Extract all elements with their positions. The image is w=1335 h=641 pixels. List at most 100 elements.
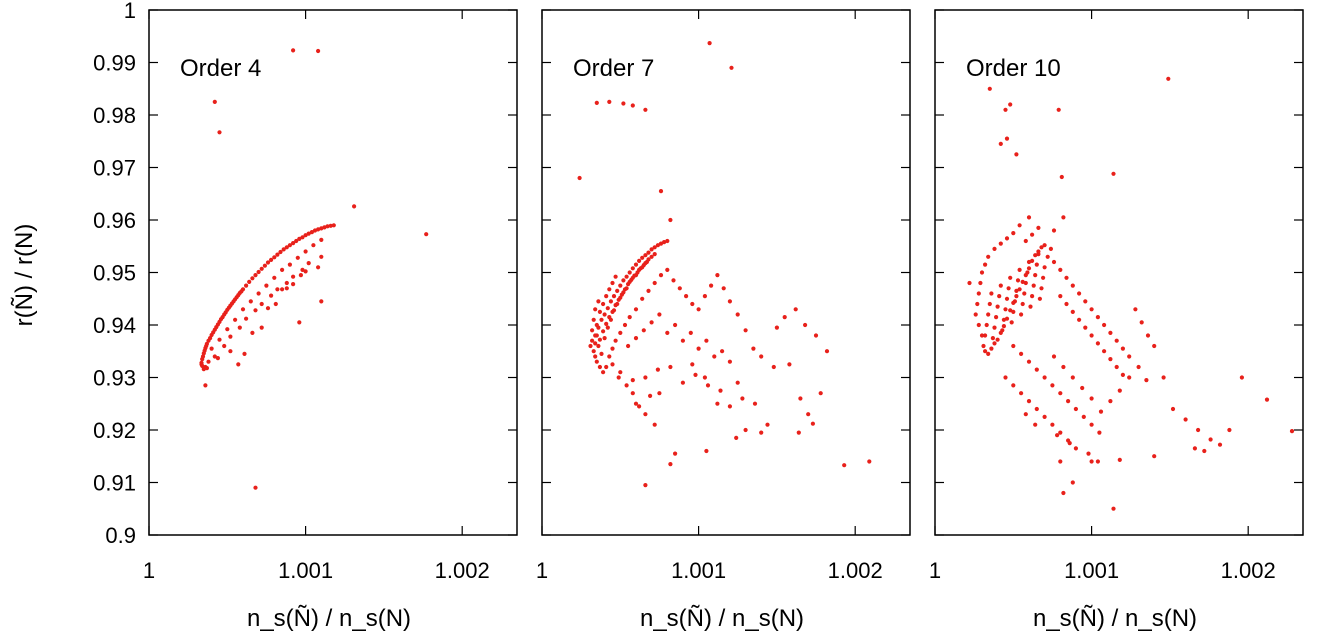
x-tick-label: 1.001 — [278, 558, 333, 583]
data-point — [1023, 412, 1028, 417]
data-point — [1017, 287, 1022, 292]
data-point — [259, 325, 264, 330]
data-point — [244, 316, 249, 321]
data-point — [986, 254, 991, 259]
data-point — [303, 233, 308, 238]
data-point — [280, 287, 285, 292]
data-point — [280, 267, 285, 272]
data-point — [228, 334, 233, 339]
data-point — [605, 325, 610, 330]
data-point — [265, 306, 271, 311]
data-point — [1023, 238, 1028, 244]
data-point — [978, 280, 983, 286]
data-point — [998, 330, 1003, 335]
data-point — [1117, 457, 1122, 462]
data-point — [1058, 459, 1063, 464]
data-point — [204, 341, 209, 346]
data-point — [215, 356, 220, 361]
y-tick-label: 0.99 — [93, 51, 136, 76]
data-point — [1011, 231, 1016, 236]
data-point — [591, 349, 596, 354]
data-point — [627, 279, 632, 284]
data-point — [1050, 422, 1055, 427]
data-point — [1114, 364, 1119, 370]
data-point — [1145, 333, 1151, 338]
data-point — [284, 286, 289, 291]
data-point — [1030, 294, 1035, 299]
y-tick-label: 0.94 — [93, 313, 136, 338]
data-point — [1077, 317, 1082, 322]
data-point — [793, 307, 798, 312]
data-point — [673, 322, 678, 328]
data-point — [1192, 446, 1197, 451]
data-point — [734, 435, 739, 440]
data-point — [621, 290, 626, 295]
data-point — [637, 258, 642, 263]
data-point — [643, 261, 648, 266]
data-point — [643, 107, 648, 112]
x-tick-label: 1 — [929, 558, 941, 583]
data-point — [588, 343, 593, 349]
data-point — [1083, 325, 1088, 330]
data-point — [1120, 372, 1125, 377]
data-point — [1031, 283, 1036, 288]
data-point — [818, 391, 823, 396]
data-point — [291, 274, 296, 279]
data-point — [1089, 307, 1094, 312]
data-point — [1039, 286, 1044, 291]
data-point — [1042, 375, 1047, 380]
data-point — [1102, 349, 1107, 354]
data-point — [640, 296, 645, 301]
data-point — [618, 283, 623, 288]
data-point — [1264, 397, 1270, 402]
data-point — [1064, 301, 1069, 307]
data-point — [303, 249, 308, 254]
data-point — [658, 189, 664, 194]
data-point — [798, 396, 803, 401]
data-point — [690, 301, 695, 307]
y-tick-label: 1 — [124, 0, 136, 23]
data-point — [1061, 215, 1066, 220]
data-point — [624, 286, 629, 291]
data-point — [1004, 296, 1010, 301]
data-point — [601, 301, 606, 307]
y-tick-label: 0.93 — [93, 366, 136, 391]
panel-1-x-tick-labels: 1 1.001 1.002 — [143, 558, 490, 583]
data-point — [1108, 399, 1113, 404]
data-point — [259, 266, 264, 271]
data-point — [298, 273, 303, 278]
data-point — [248, 299, 253, 304]
data-point — [1133, 307, 1138, 312]
data-point — [1026, 359, 1032, 364]
data-point — [1073, 446, 1078, 451]
data-point — [1061, 364, 1066, 370]
data-point — [1117, 388, 1122, 393]
data-point — [652, 245, 657, 250]
data-point — [1144, 378, 1149, 383]
data-point — [1070, 309, 1075, 314]
data-point — [727, 359, 733, 364]
data-point — [668, 364, 673, 370]
data-point — [813, 333, 819, 338]
data-point — [1095, 315, 1100, 320]
data-point — [981, 343, 986, 349]
data-point — [1034, 367, 1039, 372]
data-point — [262, 263, 267, 268]
panel-3-x-axis-label: n_s(Ñ) / n_s(N) — [1033, 605, 1197, 632]
data-point — [590, 338, 595, 343]
data-point — [806, 412, 811, 417]
data-point — [1058, 267, 1063, 272]
data-point — [316, 48, 321, 54]
data-point — [1014, 294, 1019, 299]
data-point — [1070, 480, 1075, 485]
data-point — [1152, 454, 1157, 459]
data-point — [680, 380, 686, 385]
data-point — [1030, 258, 1035, 263]
data-point — [1061, 490, 1066, 496]
panel-order-7: Order 7 1 1.001 1.002 n_s(Ñ) / n_s(N) — [536, 9, 911, 632]
panel-2-x-tick-labels: 1 1.001 1.002 — [536, 558, 883, 583]
data-point — [712, 354, 717, 359]
data-point — [1042, 414, 1047, 419]
panel-3-points — [967, 76, 1295, 511]
data-point — [1003, 107, 1008, 112]
